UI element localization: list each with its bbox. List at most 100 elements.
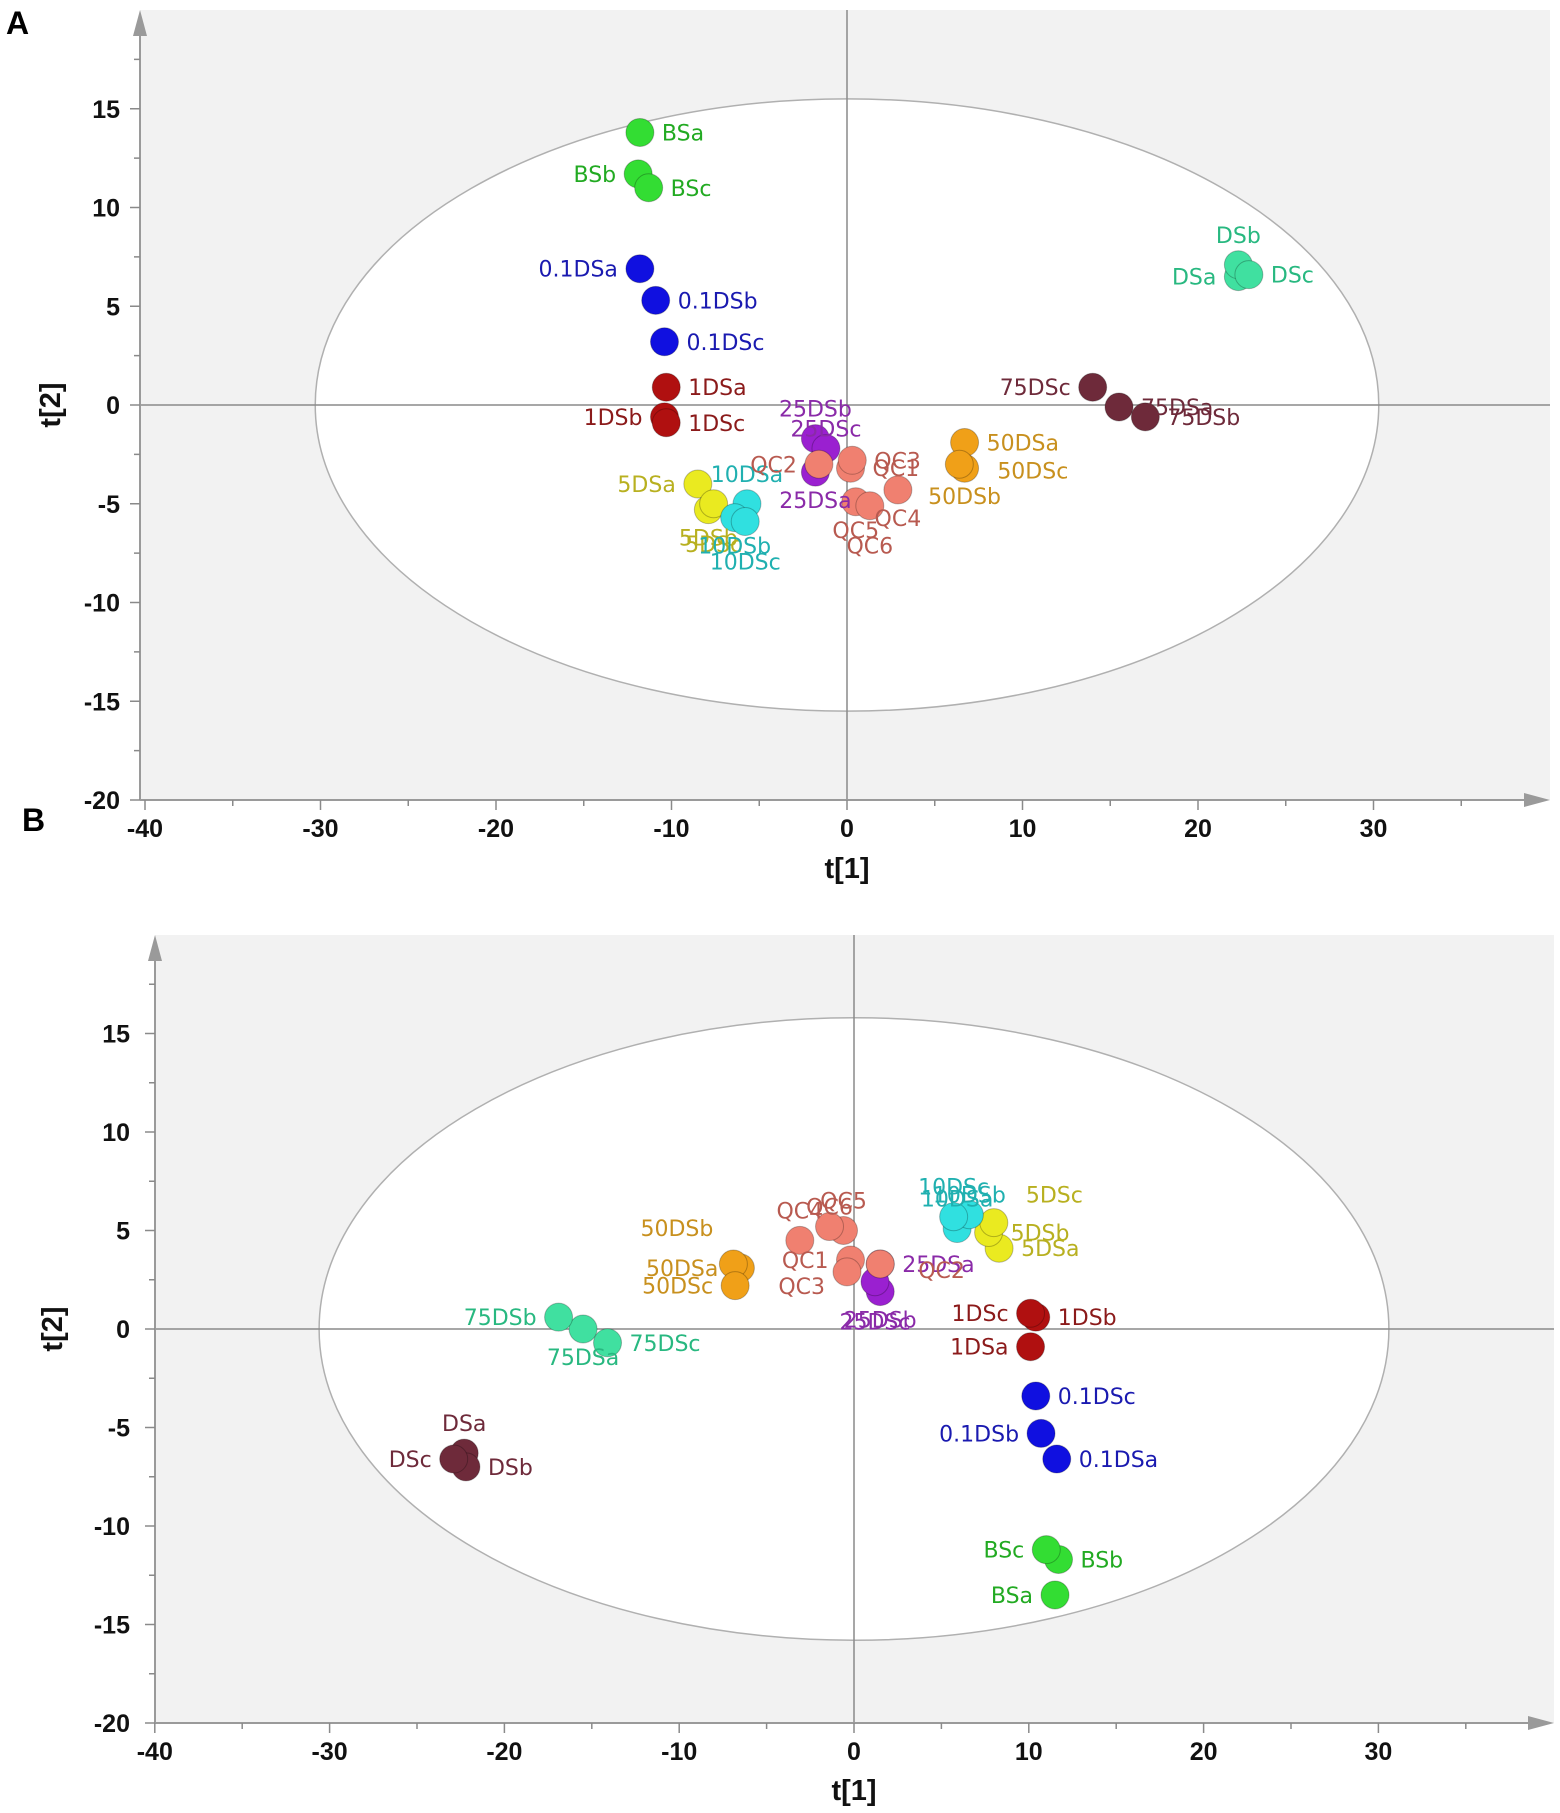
panel-b-point-label: 5DSb [1011, 1221, 1070, 1246]
panel-b-y-tick-label: 10 [102, 1119, 130, 1147]
panel-a-point-label: 75DSb [1167, 406, 1240, 431]
panel-b-x-tick-label: -20 [486, 1738, 522, 1766]
panel-b-point-label: 10DSc [918, 1176, 989, 1201]
panel-a-x-tick-label: -20 [478, 815, 514, 843]
panel-a-point-50DSc [944, 449, 974, 479]
panel-b-point-label: DSc [389, 1448, 432, 1473]
panel-b-point-0_1DSc [1021, 1381, 1051, 1411]
panel-a-x-tick-label: 10 [1009, 815, 1037, 843]
panel-b-point-label: 50DSb [641, 1217, 714, 1242]
panel-b-point-label: QC5 [820, 1190, 867, 1215]
panel-a-y-tick-label: -10 [84, 590, 120, 618]
panel-a-y-tick-label: -15 [84, 688, 120, 716]
panel-a-point-75DSc [1078, 372, 1108, 402]
panel-b-point-label: 10DSb [933, 1184, 1006, 1209]
panel-a-point-BSa [625, 117, 655, 147]
panel-b-y-tick-label: -10 [94, 1513, 130, 1541]
panel-b-point-QC2 [865, 1249, 895, 1279]
panel-a-point-label: 0.1DSb [678, 289, 758, 314]
panel-b-point-label: QC2 [918, 1259, 965, 1284]
panel-a-point-75DSa [1104, 392, 1134, 422]
panel-a-y-tick-label: 15 [92, 96, 120, 124]
panel-a-point-label: 25DSc [790, 417, 861, 442]
panel-b-point-label: BSa [991, 1584, 1033, 1609]
panel-b-point-label: QC4 [776, 1199, 823, 1224]
panel-b-point-label: 1DSa [950, 1336, 1008, 1361]
panel-b-point-75DSa [568, 1314, 598, 1344]
panel-b-point-label: 5DSa [1021, 1237, 1079, 1262]
panel-b-x-tick-label: 10 [1015, 1738, 1043, 1766]
panel-a-point-label: DSc [1271, 264, 1314, 289]
panel-a-point-QC2 [804, 449, 834, 479]
panel-a-point-label: 50DSb [928, 485, 1001, 510]
panel-b-point-label: QC6 [806, 1196, 853, 1221]
panel-b-x-tick-label: -10 [661, 1738, 697, 1766]
panel-b-point-0_1DSb [1026, 1418, 1056, 1448]
panel-a-y-tick-label: -5 [98, 491, 120, 519]
panel-a-x-tick-label: 0 [840, 815, 854, 843]
panel-b-point-label: 10DSa [921, 1188, 993, 1213]
panel-b-x-tick-label: 20 [1190, 1738, 1218, 1766]
panel-a-point-label: QC3 [874, 449, 921, 474]
panel-b-x-tick-label: -40 [137, 1738, 173, 1766]
panel-b-point-label: 1DSb [1058, 1306, 1117, 1331]
panel-b-point-DSc [439, 1444, 469, 1474]
panel-b-point-75DSc [593, 1328, 623, 1358]
panel-a-y-tick-label: -20 [84, 787, 120, 815]
panel-b-point-label: DSa [442, 1412, 486, 1437]
panel-b-point-label: 75DSb [464, 1306, 537, 1331]
panel-b-point-label: 25DSa [902, 1253, 974, 1278]
panel-a-point-label: 0.1DSa [539, 258, 618, 283]
panel-b-y-tick-label: -5 [108, 1415, 130, 1443]
panel-b-point-QC4 [785, 1225, 815, 1255]
panel-a-x-tick-label: 30 [1360, 815, 1388, 843]
panel-b-point-label: 75DSa [547, 1346, 619, 1371]
panel-a-point-5DSa [683, 469, 713, 499]
panel-a-x-tick-label: -30 [302, 815, 338, 843]
panel-b-y-axis-arrow [148, 935, 162, 961]
panel-a-point-label: 50DSa [987, 432, 1059, 457]
panel-a-x-axis-label: t[1] [824, 853, 869, 885]
panel-a-point-BSc [634, 173, 664, 203]
panel-b-x-axis: -40 -30 -20 -10 0 10 20 30 [137, 1716, 1554, 1766]
panel-a-point-label: 25DSa [779, 489, 851, 514]
panel-a-point-0_1DSa [625, 254, 655, 284]
panel-a-point-label: 10DSb [698, 535, 771, 560]
panel-a-point-label: DSb [1216, 224, 1261, 249]
panel-a-y-tick-label: 5 [106, 293, 120, 321]
panel-b-point-QC6 [815, 1212, 845, 1242]
panel-a-x-tick-label: 20 [1184, 815, 1212, 843]
panel-b-point-QC3 [832, 1257, 862, 1287]
panel-a-point-label: 5DSc [685, 533, 742, 558]
panel-b-point-label: 0.1DSc [1058, 1385, 1136, 1410]
panel-a-point-QC6 [855, 491, 885, 521]
panel-a-point-label: BSa [662, 121, 704, 146]
panel-a-point-label: 0.1DSc [686, 331, 764, 356]
panel-b-x-tick-label: 0 [847, 1738, 861, 1766]
panel-a-point-label: 10DSc [710, 551, 781, 576]
panel-a-y-axis-label: t[2] [35, 382, 67, 427]
panel-b-point-label: 50DSc [642, 1275, 713, 1300]
panel-a-point-0_1DSb [641, 285, 671, 315]
panel-a-x-tick-label: -10 [653, 815, 689, 843]
panel-b-point-5DSc [979, 1208, 1009, 1238]
panel-a-point-label: QC2 [750, 453, 797, 478]
panel-a-point-label: 10DSa [711, 463, 783, 488]
panel-a-point-label: 25DSb [779, 398, 852, 423]
panel-b-y-tick-label: -20 [94, 1710, 130, 1738]
panel-a-point-label: 5DSa [617, 473, 675, 498]
panel-a-point-10DSc [730, 507, 760, 537]
panel-a-point-label: 75DSc [1000, 376, 1071, 401]
panel-a-y-axis-arrow [133, 10, 147, 36]
panel-b-point-label: BSb [1081, 1548, 1124, 1573]
panel-a-point-label: BSb [574, 163, 617, 188]
panel-b-y-tick-label: 0 [116, 1316, 130, 1344]
panel-a-point-label: QC5 [832, 519, 879, 544]
panel-b-point-BSa [1040, 1580, 1070, 1610]
panel-b-x-axis-label: t[1] [831, 1775, 876, 1807]
panel-b-point-label: QC3 [778, 1275, 825, 1300]
panel-b-point-label: 0.1DSa [1079, 1448, 1158, 1473]
panel-b-x-axis-arrow [1528, 1716, 1554, 1730]
panel-b-x-tick-label: -30 [312, 1738, 348, 1766]
